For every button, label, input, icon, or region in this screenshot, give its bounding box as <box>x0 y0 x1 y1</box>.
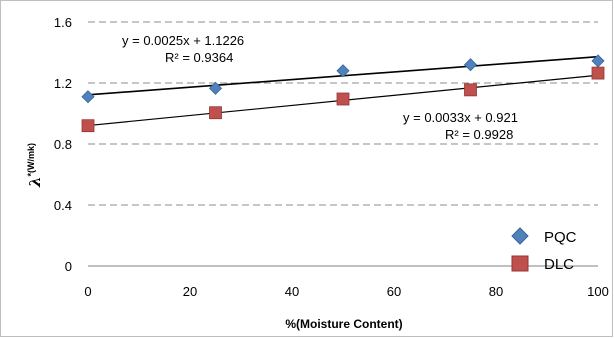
y-tick-label: 0.8 <box>54 137 72 152</box>
pqc-trend-equation: y = 0.0025x + 1.1226 <box>122 33 244 48</box>
legend-label-dlc: DLC <box>544 256 574 273</box>
legend-marker-pqc <box>511 227 529 245</box>
x-tick-label: 60 <box>387 284 401 299</box>
x-axis-title: %(Moisture Content) <box>285 317 402 331</box>
dlc-point <box>209 106 222 120</box>
svg-text:λ*(W/mk): λ*(W/mk) <box>26 143 44 188</box>
y-axis-title: λ*(W/mk) <box>26 143 44 188</box>
pqc-point <box>81 90 95 104</box>
dlc-trend-equation: y = 0.0033x + 0.921 <box>403 110 518 125</box>
x-tick-label: 40 <box>285 284 299 299</box>
dlc-trend-r2: R² = 0.9928 <box>445 127 513 142</box>
axis-layer: 0 0.4 0.8 1.2 1.6 0 20 40 60 80 100 <box>54 15 609 299</box>
y-axis-title-units: *(W/mk) <box>26 143 36 177</box>
x-tick-label: 20 <box>183 284 197 299</box>
y-axis-title-symbol: λ <box>26 176 44 188</box>
y-tick-label: 0 <box>65 259 72 274</box>
point-layer <box>81 54 605 133</box>
y-tick-label: 0.4 <box>54 198 72 213</box>
x-tick-label: 80 <box>489 284 503 299</box>
x-tick-label: 100 <box>587 284 609 299</box>
grid-layer <box>88 21 598 206</box>
dlc-point <box>591 66 605 80</box>
dlc-point <box>81 119 95 133</box>
pqc-point <box>336 64 350 78</box>
legend-marker-dlc <box>511 255 529 272</box>
y-tick-label: 1.2 <box>54 76 72 91</box>
legend-label-pqc: PQC <box>544 229 577 246</box>
legend: PQC DLC <box>511 227 577 273</box>
dlc-point <box>336 92 350 106</box>
y-tick-label: 1.6 <box>54 15 72 30</box>
x-tick-label: 0 <box>84 284 91 299</box>
dlc-point <box>464 83 477 97</box>
pqc-point <box>208 81 223 95</box>
pqc-point <box>463 58 478 72</box>
pqc-trend-r2: R² = 0.9364 <box>165 50 233 65</box>
